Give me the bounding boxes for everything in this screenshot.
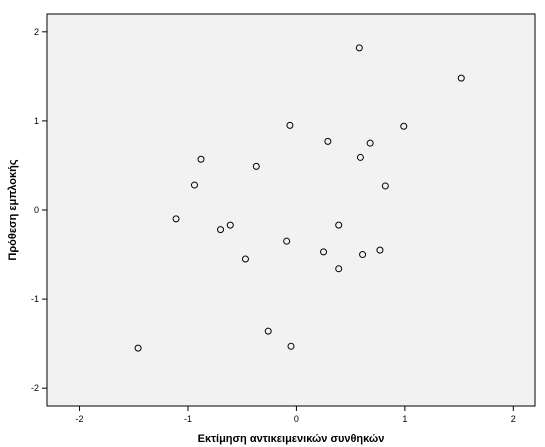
data-point (264, 327, 272, 335)
x-tick-label: 2 (511, 414, 516, 424)
data-points (134, 44, 465, 352)
data-point (400, 122, 408, 130)
x-tick-label: 1 (402, 414, 407, 424)
data-point (324, 137, 332, 145)
data-point (252, 162, 260, 170)
y-axis: 2 1 0 -1 -2 (31, 27, 47, 393)
data-point (190, 181, 198, 189)
data-point (356, 153, 364, 161)
data-point (172, 215, 180, 223)
data-point (335, 265, 343, 273)
data-point (217, 226, 225, 234)
x-tick-label: -2 (76, 414, 84, 424)
x-tick-label: 0 (294, 414, 299, 424)
data-point (359, 251, 367, 259)
x-axis: -2 -1 0 1 2 (76, 406, 516, 424)
x-tick-label: -1 (184, 414, 192, 424)
data-point (197, 155, 205, 163)
data-point (226, 221, 234, 229)
data-point (381, 182, 389, 190)
data-point (355, 44, 363, 52)
data-point (320, 248, 328, 256)
data-point (335, 221, 343, 229)
y-tick-label: 1 (34, 116, 39, 126)
x-axis-title: Εκτίμηση αντικειμενικών συνθηκών (198, 433, 385, 445)
y-axis-title: Πρόθεση εμπλοκής (7, 159, 19, 260)
y-tick-label: 0 (34, 205, 39, 215)
data-point (283, 237, 291, 245)
data-point (376, 246, 384, 254)
y-tick-label: 2 (34, 27, 39, 37)
plot-area (46, 13, 536, 407)
data-point (457, 74, 465, 82)
y-tick-label: -1 (31, 294, 39, 304)
data-point (287, 342, 295, 350)
y-tick-label: -2 (31, 383, 39, 393)
data-point (241, 255, 249, 263)
data-point (286, 121, 294, 129)
data-point (134, 344, 142, 352)
data-point (366, 139, 374, 147)
